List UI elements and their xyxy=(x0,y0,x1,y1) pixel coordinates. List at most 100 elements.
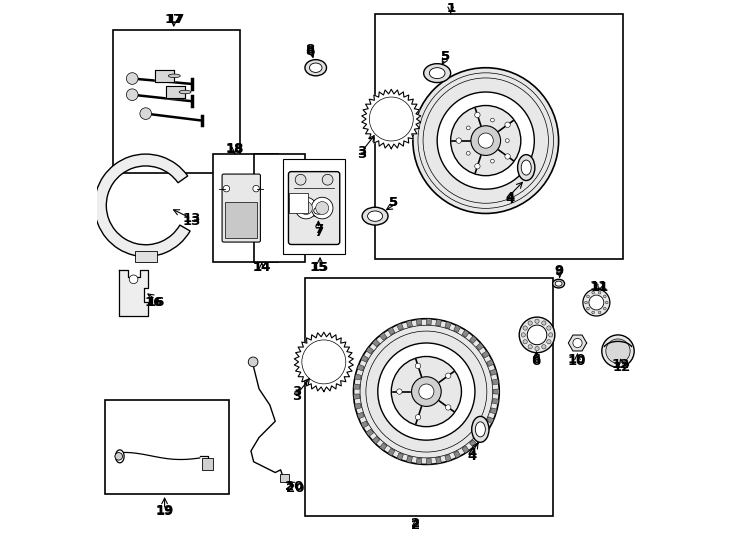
Text: 16: 16 xyxy=(146,296,164,309)
Text: 20: 20 xyxy=(286,482,305,495)
Text: 11: 11 xyxy=(590,280,608,293)
Wedge shape xyxy=(357,412,364,419)
Circle shape xyxy=(466,151,470,155)
Text: 11: 11 xyxy=(591,281,609,294)
Wedge shape xyxy=(388,448,395,456)
Circle shape xyxy=(471,126,501,156)
Wedge shape xyxy=(407,320,413,327)
Text: 12: 12 xyxy=(613,361,631,374)
Wedge shape xyxy=(487,360,494,367)
Bar xyxy=(375,14,623,259)
Wedge shape xyxy=(476,343,484,350)
Circle shape xyxy=(528,345,532,349)
Circle shape xyxy=(311,197,333,219)
Circle shape xyxy=(573,339,582,348)
Text: 15: 15 xyxy=(311,261,329,274)
Bar xyxy=(203,458,213,470)
Wedge shape xyxy=(372,436,379,444)
Circle shape xyxy=(396,389,402,394)
Ellipse shape xyxy=(429,68,445,79)
Text: 5: 5 xyxy=(440,50,450,63)
Wedge shape xyxy=(482,351,490,358)
Ellipse shape xyxy=(168,74,181,78)
Wedge shape xyxy=(379,443,387,450)
Ellipse shape xyxy=(472,416,489,442)
Wedge shape xyxy=(482,425,490,433)
Text: 10: 10 xyxy=(567,355,586,368)
Wedge shape xyxy=(379,333,387,340)
Bar xyxy=(288,193,308,213)
Ellipse shape xyxy=(553,279,564,288)
Text: 8: 8 xyxy=(305,45,315,58)
Wedge shape xyxy=(454,451,460,458)
Circle shape xyxy=(535,319,539,323)
Circle shape xyxy=(140,108,151,119)
Polygon shape xyxy=(166,86,185,98)
Circle shape xyxy=(586,307,589,310)
Circle shape xyxy=(592,311,595,314)
Wedge shape xyxy=(436,457,442,464)
FancyBboxPatch shape xyxy=(222,174,261,242)
Text: 15: 15 xyxy=(309,261,327,274)
Wedge shape xyxy=(397,453,404,460)
Text: 18: 18 xyxy=(225,143,244,156)
Polygon shape xyxy=(568,335,586,351)
Wedge shape xyxy=(366,429,374,436)
Circle shape xyxy=(606,339,630,363)
Circle shape xyxy=(412,377,441,407)
Text: 2: 2 xyxy=(411,517,420,530)
Circle shape xyxy=(542,345,546,349)
Ellipse shape xyxy=(310,205,327,217)
Text: 7: 7 xyxy=(314,226,323,239)
Circle shape xyxy=(475,112,480,118)
Circle shape xyxy=(446,373,451,379)
Text: 18: 18 xyxy=(225,142,244,155)
Wedge shape xyxy=(426,458,432,464)
Text: 3: 3 xyxy=(292,385,302,398)
Ellipse shape xyxy=(252,185,259,192)
Text: 5: 5 xyxy=(440,50,450,63)
Circle shape xyxy=(521,333,526,337)
Wedge shape xyxy=(454,325,460,333)
Wedge shape xyxy=(357,364,364,371)
Text: 19: 19 xyxy=(156,504,174,517)
Wedge shape xyxy=(493,389,499,394)
Wedge shape xyxy=(372,339,379,347)
Circle shape xyxy=(446,405,451,410)
Ellipse shape xyxy=(517,154,535,180)
Wedge shape xyxy=(407,456,413,463)
Circle shape xyxy=(456,138,462,143)
Ellipse shape xyxy=(476,422,485,437)
Bar xyxy=(213,154,278,262)
Bar xyxy=(254,154,305,262)
Circle shape xyxy=(583,289,610,316)
Text: 4: 4 xyxy=(506,193,515,206)
Circle shape xyxy=(585,301,587,304)
Text: 9: 9 xyxy=(554,265,563,278)
Text: 2: 2 xyxy=(411,519,420,532)
Text: 9: 9 xyxy=(554,264,563,276)
Text: 6: 6 xyxy=(531,355,540,368)
Ellipse shape xyxy=(521,160,531,175)
Wedge shape xyxy=(354,394,360,399)
Bar xyxy=(280,474,289,482)
Wedge shape xyxy=(462,330,469,338)
Wedge shape xyxy=(490,408,497,414)
Bar xyxy=(305,278,553,516)
Text: 5: 5 xyxy=(390,196,399,209)
Circle shape xyxy=(542,321,546,325)
Ellipse shape xyxy=(555,281,562,286)
Wedge shape xyxy=(397,323,404,330)
Wedge shape xyxy=(355,374,361,380)
Wedge shape xyxy=(476,433,484,440)
Ellipse shape xyxy=(424,64,451,83)
Wedge shape xyxy=(487,417,494,423)
Circle shape xyxy=(527,325,547,345)
Wedge shape xyxy=(355,403,361,409)
Circle shape xyxy=(478,133,493,148)
Polygon shape xyxy=(362,89,421,148)
Circle shape xyxy=(505,154,510,159)
Text: 13: 13 xyxy=(182,212,201,225)
Text: 20: 20 xyxy=(285,480,303,492)
Ellipse shape xyxy=(179,90,191,94)
